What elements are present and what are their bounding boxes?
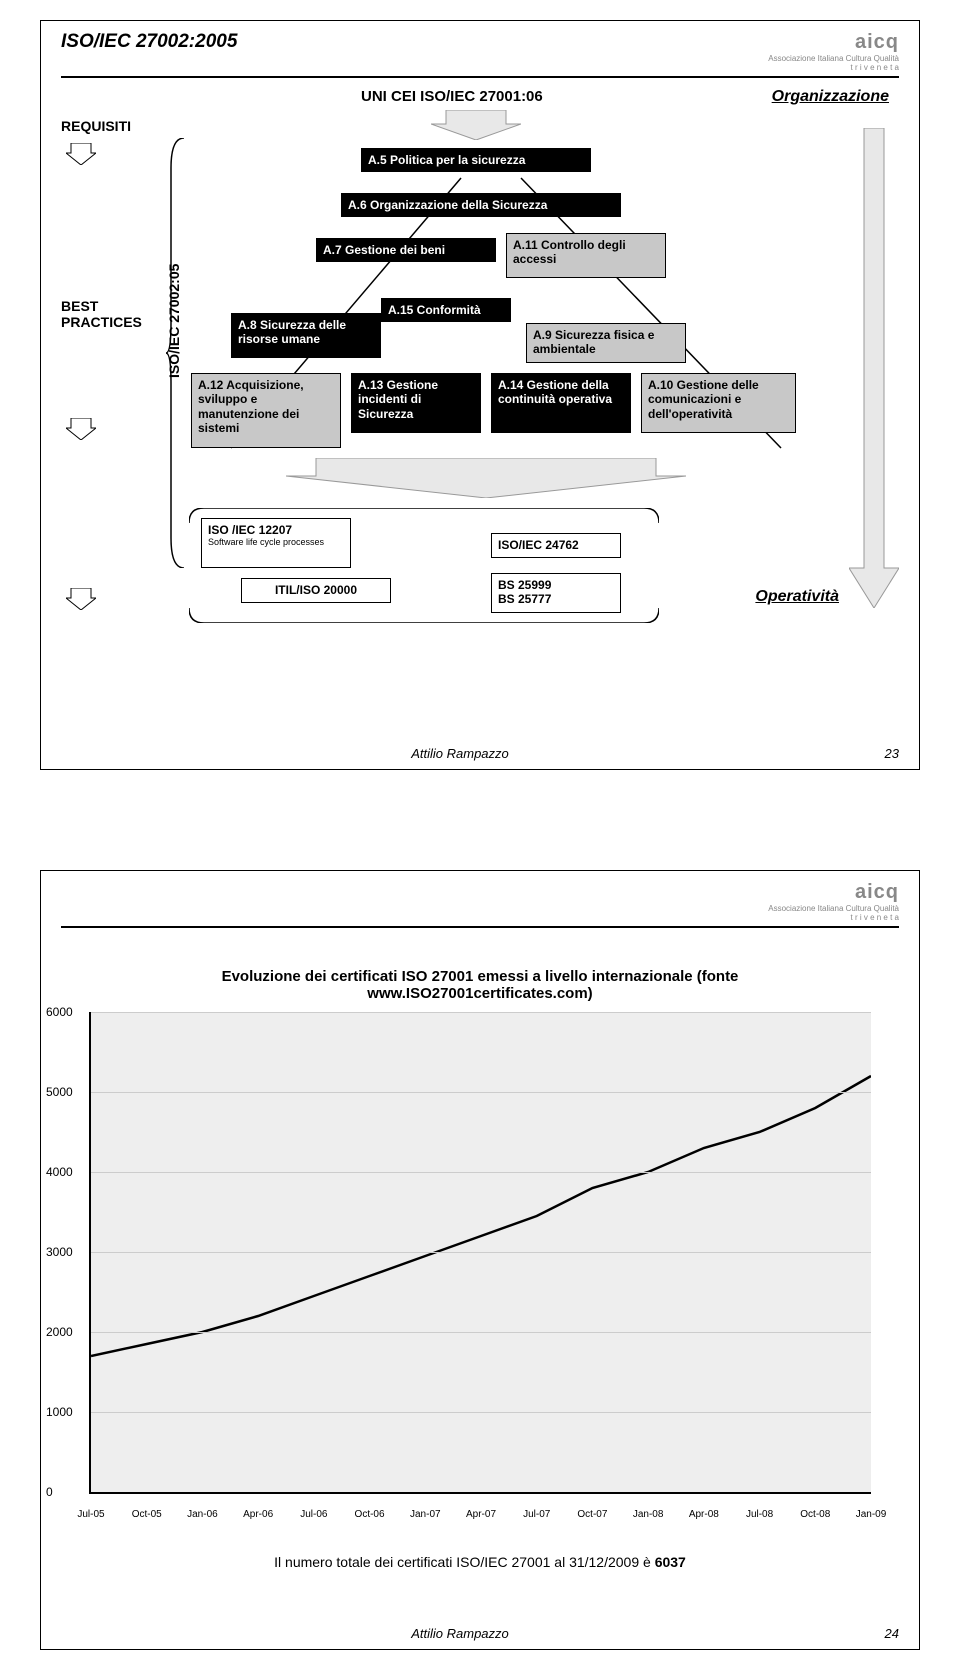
gridline xyxy=(91,1332,871,1333)
x-tick-label: Jan-06 xyxy=(182,1509,222,1520)
x-tick-label: Oct-08 xyxy=(795,1509,835,1520)
box-a6: A.6 Organizzazione della Sicurezza xyxy=(341,193,621,217)
requisiti-label: REQUISITI xyxy=(61,118,131,134)
diagram-title: UNI CEI ISO/IEC 27001:06 xyxy=(361,88,543,105)
box-a5: A.5 Politica per la sicurezza xyxy=(361,148,591,172)
footer: Attilio Rampazzo 24 xyxy=(61,1626,899,1641)
down-arrow-icon xyxy=(66,418,96,440)
y-tick-label: 1000 xyxy=(46,1405,73,1419)
footer-author: Attilio Rampazzo xyxy=(61,746,859,761)
box-a15: A.15 Conformità xyxy=(381,298,511,322)
box-a8: A.8 Sicurezza delle risorse umane xyxy=(231,313,381,358)
y-tick-label: 2000 xyxy=(46,1325,73,1339)
x-tick-label: Jul-06 xyxy=(294,1509,334,1520)
box-a14: A.14 Gestione della continuità operativa xyxy=(491,373,631,433)
y-tick-label: 0 xyxy=(46,1485,53,1499)
logo: aicq Associazione Italiana Cultura Quali… xyxy=(768,31,899,72)
footer-author: Attilio Rampazzo xyxy=(61,1626,859,1641)
chart-caption: Il numero totale dei certificati ISO/IEC… xyxy=(61,1554,899,1570)
gridline xyxy=(91,1092,871,1093)
hollow-down-arrow-icon xyxy=(286,458,686,498)
y-tick-label: 4000 xyxy=(46,1165,73,1179)
logo-text: aicq xyxy=(768,31,899,54)
x-tick-label: Apr-08 xyxy=(684,1509,724,1520)
header-row: ISO/IEC 27002:2005 aicq Associazione Ita… xyxy=(61,31,899,78)
footer-page-number: 24 xyxy=(859,1626,899,1641)
logo-text: aicq xyxy=(768,881,899,904)
y-tick-label: 5000 xyxy=(46,1085,73,1099)
x-tick-label: Oct-06 xyxy=(350,1509,390,1520)
logo-subtitle: Associazione Italiana Cultura Qualità xyxy=(768,54,899,63)
slide-23: ISO/IEC 27002:2005 aicq Associazione Ita… xyxy=(0,0,960,790)
x-tick-label: Jan-09 xyxy=(851,1509,891,1520)
box-a11: A.11 Controllo degli accessi xyxy=(506,233,666,278)
footer-page-number: 23 xyxy=(859,746,899,761)
x-tick-label: Jan-07 xyxy=(405,1509,445,1520)
box-a13: A.13 Gestione incidenti di Sicurezza xyxy=(351,373,481,433)
box-a9: A.9 Sicurezza fisica e ambientale xyxy=(526,323,686,363)
gridline xyxy=(91,1412,871,1413)
x-tick-label: Jul-05 xyxy=(71,1509,111,1520)
caption-prefix: Il numero totale dei certificati ISO/IEC… xyxy=(274,1554,655,1570)
gridline xyxy=(91,1172,871,1173)
x-tick-label: Apr-06 xyxy=(238,1509,278,1520)
iso27002-label: ISO/IEC 27002:05 xyxy=(166,264,182,378)
footer: Attilio Rampazzo 23 xyxy=(61,746,899,761)
logo-subtitle2: t r i v e n e t a xyxy=(768,913,899,922)
gridline xyxy=(91,1252,871,1253)
box-a12: A.12 Acquisizione, sviluppo e manutenzio… xyxy=(191,373,341,448)
x-tick-label: Apr-07 xyxy=(461,1509,501,1520)
hollow-down-arrow-icon xyxy=(431,110,521,140)
down-arrow-icon xyxy=(66,143,96,165)
y-tick-label: 3000 xyxy=(46,1245,73,1259)
logo: aicq Associazione Italiana Cultura Quali… xyxy=(768,881,899,922)
x-tick-label: Oct-07 xyxy=(572,1509,612,1520)
logo-subtitle2: t r i v e n e t a xyxy=(768,63,899,72)
y-tick-label: 6000 xyxy=(46,1005,73,1019)
header-row: aicq Associazione Italiana Cultura Quali… xyxy=(61,881,899,928)
chart-title: Evoluzione dei certificati ISO 27001 eme… xyxy=(145,968,815,1002)
x-tick-label: Jul-08 xyxy=(740,1509,780,1520)
diagram-body: UNI CEI ISO/IEC 27001:06 Organizzazione … xyxy=(61,88,899,728)
line-chart: 0100020003000400050006000Jul-05Oct-05Jan… xyxy=(89,1012,871,1494)
operativita-label: Operatività xyxy=(755,588,839,606)
x-tick-label: Jul-07 xyxy=(517,1509,557,1520)
slide-frame: aicq Associazione Italiana Cultura Quali… xyxy=(40,870,920,1650)
logo-subtitle: Associazione Italiana Cultura Qualità xyxy=(768,904,899,913)
organizzazione-label: Organizzazione xyxy=(772,88,889,106)
big-down-arrow-icon xyxy=(849,128,899,608)
x-tick-label: Jan-08 xyxy=(628,1509,668,1520)
bracket-icon xyxy=(189,508,659,623)
box-a10: A.10 Gestione delle comunicazioni e dell… xyxy=(641,373,796,433)
best-practices-label: BEST PRACTICES xyxy=(61,298,142,330)
box-a7: A.7 Gestione dei beni xyxy=(316,238,496,262)
caption-value: 6037 xyxy=(655,1554,686,1570)
slide-frame: ISO/IEC 27002:2005 aicq Associazione Ita… xyxy=(40,20,920,770)
x-tick-label: Oct-05 xyxy=(127,1509,167,1520)
page-title: ISO/IEC 27002:2005 xyxy=(61,31,237,53)
gridline xyxy=(91,1012,871,1013)
down-arrow-icon xyxy=(66,588,96,610)
slide-24: aicq Associazione Italiana Cultura Quali… xyxy=(0,790,960,1670)
